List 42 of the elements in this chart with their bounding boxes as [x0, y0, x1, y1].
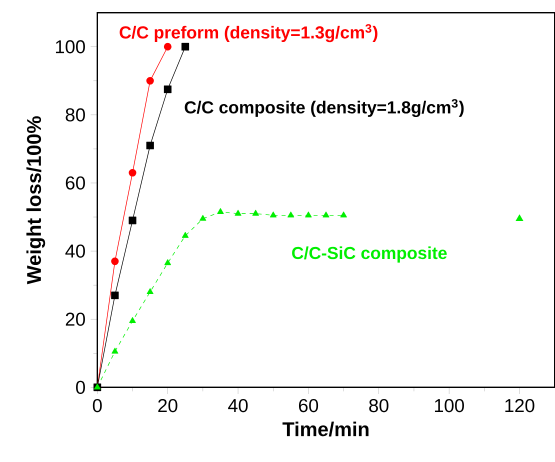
point [340, 212, 347, 218]
point [287, 212, 294, 218]
x-tick-label: 120 [505, 398, 534, 412]
point [217, 208, 224, 214]
point [129, 317, 136, 323]
point [164, 42, 172, 51]
point [146, 142, 154, 150]
point [164, 86, 172, 94]
series-label: C/C composite (density=1.8g/cm$^{3}$) [184, 99, 464, 118]
point [146, 288, 154, 294]
point [252, 210, 259, 216]
point [181, 42, 190, 51]
point [305, 212, 312, 218]
x-tick-label: 40 [228, 398, 248, 412]
point [128, 168, 136, 177]
point [128, 216, 136, 224]
x-axis-title: Time/min [282, 422, 368, 437]
point [111, 292, 119, 300]
y-tick-label: 60 [66, 176, 85, 190]
x-tick-label: 0 [92, 398, 102, 412]
point [111, 258, 119, 266]
text: C/C preform (density=1.3g/cm$^{3}$) [120, 24, 378, 42]
x-tick-label: 60 [298, 398, 318, 412]
y-axis-title: Weight loss/100% [26, 116, 46, 284]
y-tick-label: 40 [65, 244, 85, 258]
y-tick-label: 100 [56, 40, 85, 54]
point [164, 259, 172, 266]
point [270, 212, 277, 218]
series-label: C/C-SiC composite [292, 246, 447, 263]
point [182, 232, 189, 238]
x-tick-label: 20 [158, 398, 178, 412]
point [516, 214, 524, 221]
y-tick-label: 20 [66, 312, 85, 326]
point [322, 212, 330, 218]
point [200, 214, 206, 221]
y-tick-label: 80 [66, 108, 85, 122]
y-tick-label: 0 [76, 380, 85, 394]
x-tick-label: 100 [434, 398, 464, 412]
point [234, 210, 242, 216]
point [112, 348, 118, 354]
x-tick-label: 80 [369, 398, 388, 412]
point [146, 76, 154, 85]
